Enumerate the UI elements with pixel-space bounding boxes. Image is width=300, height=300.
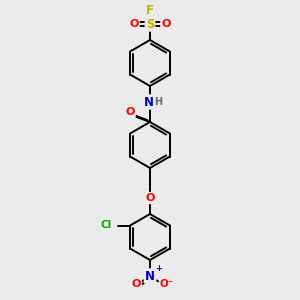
Text: +: + bbox=[155, 264, 162, 273]
Text: O: O bbox=[161, 19, 171, 29]
Text: S: S bbox=[146, 17, 154, 31]
Text: N: N bbox=[145, 269, 155, 283]
Text: O: O bbox=[129, 19, 139, 29]
Text: H: H bbox=[154, 97, 162, 107]
Text: Cl: Cl bbox=[100, 220, 112, 230]
Text: N: N bbox=[144, 95, 154, 109]
Text: F: F bbox=[146, 4, 154, 16]
Text: O: O bbox=[145, 193, 155, 203]
Text: O: O bbox=[131, 279, 141, 289]
Text: O: O bbox=[125, 107, 135, 117]
Text: O⁻: O⁻ bbox=[160, 279, 174, 289]
